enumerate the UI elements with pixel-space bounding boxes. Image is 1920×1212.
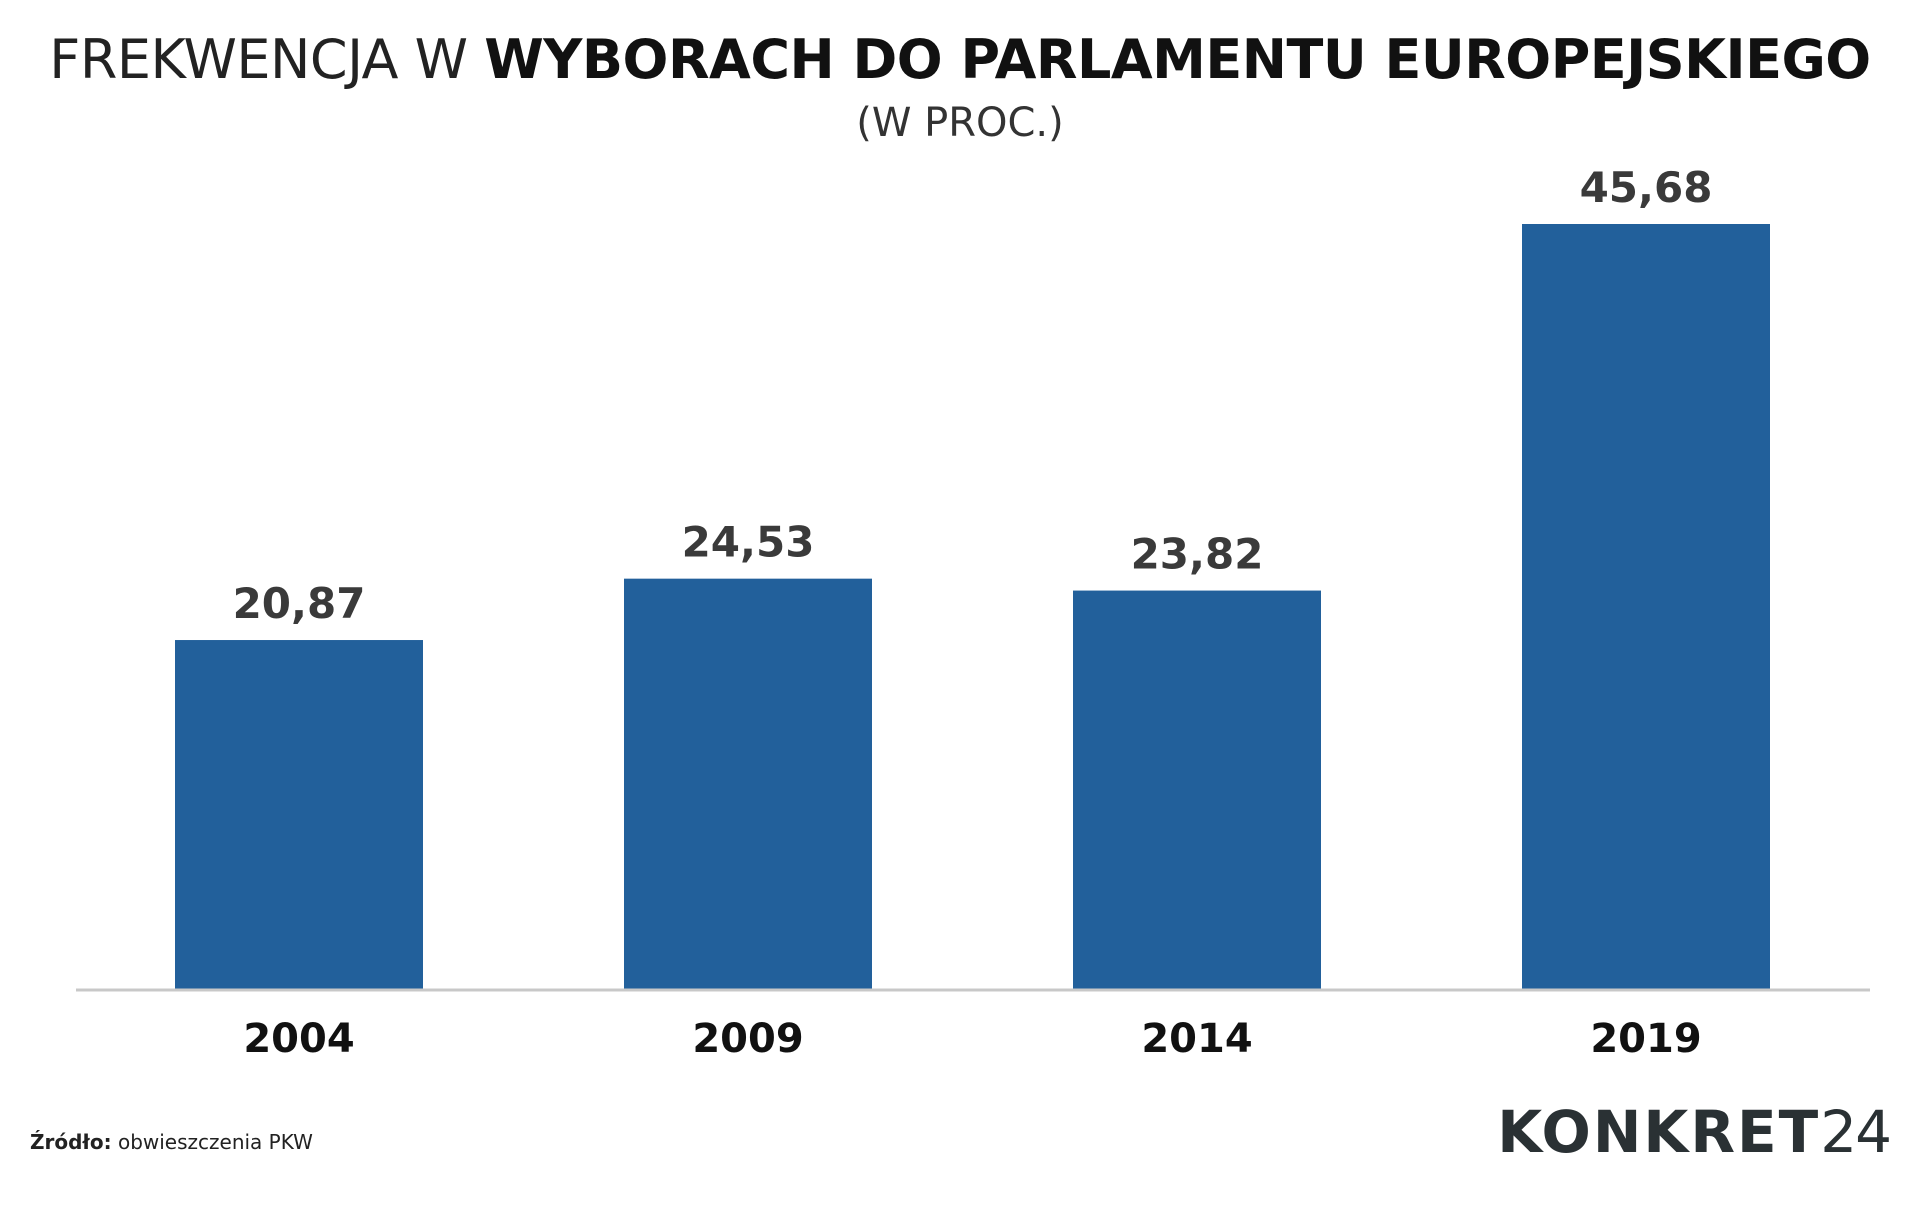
x-tick-label-2019: 2019 <box>1590 1016 1701 1062</box>
data-label-2019: 45,68 <box>1580 163 1713 212</box>
labels-layer: 20,87 2004 24,53 2009 23,82 2014 45,68 2019 <box>233 163 1713 1062</box>
data-label-2009: 24,53 <box>682 518 815 567</box>
bar-2004 <box>175 640 423 990</box>
x-tick-label-2004: 2004 <box>243 1016 354 1062</box>
chart-title-light: FREKWENCJA W <box>49 28 468 91</box>
x-tick-label-2014: 2014 <box>1141 1016 1252 1062</box>
konkret24-logo: KONKRET24 <box>1497 1098 1892 1166</box>
source-text: obwieszczenia PKW <box>117 1130 313 1154</box>
bar-2019 <box>1522 224 1770 990</box>
chart-title-bold: WYBORACH DO PARLAMENTU EUROPEJSKIEGO <box>484 28 1871 91</box>
bar-2014 <box>1073 590 1321 990</box>
source-note: Źródło: obwieszczenia PKW <box>30 1130 313 1154</box>
bars-layer <box>175 224 1770 990</box>
x-tick-label-2009: 2009 <box>692 1016 803 1062</box>
logo-number: 24 <box>1820 1098 1892 1166</box>
chart-title: FREKWENCJA W WYBORACH DO PARLAMENTU EURO… <box>0 28 1920 91</box>
logo-text: KONKRET <box>1497 1098 1821 1166</box>
chart-subtitle: (W PROC.) <box>856 100 1064 146</box>
data-label-2004: 20,87 <box>233 579 366 628</box>
source-label: Źródło: <box>30 1130 112 1154</box>
bar-2009 <box>624 578 872 990</box>
data-label-2014: 23,82 <box>1131 530 1264 579</box>
